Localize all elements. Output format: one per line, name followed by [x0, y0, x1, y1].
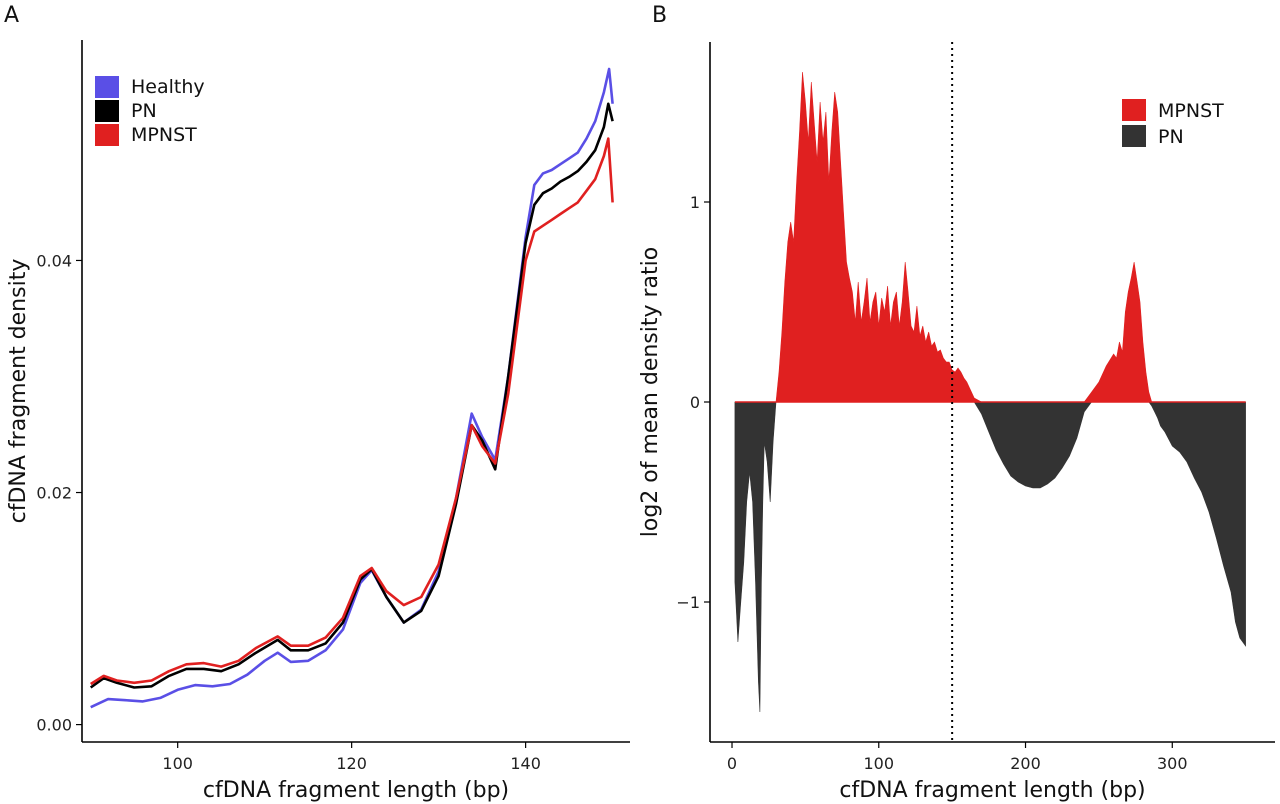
b-legend-swatch: [1122, 99, 1146, 121]
b-x-tick-label: 100: [863, 754, 894, 773]
a-y-tick-label: 0.02: [36, 484, 72, 503]
b-y-tick-label: −1: [676, 593, 700, 612]
a-x-tick-label: 120: [336, 754, 367, 773]
a-y-tick-label: 0.04: [36, 251, 72, 270]
b-negative-area: [734, 401, 1246, 713]
a-legend-swatch: [95, 76, 119, 98]
a-legend-label: MPNST: [131, 124, 197, 146]
panel-b-letter: B: [652, 3, 667, 28]
b-y-axis-title: log2 of mean density ratio: [638, 247, 663, 538]
a-x-tick-label: 100: [162, 754, 193, 773]
a-legend-label: Healthy: [131, 76, 205, 98]
a-legend-swatch: [95, 100, 119, 122]
a-y-axis-title: cfDNA fragment density: [6, 259, 31, 524]
chart-panel-b: 0 100 200 300 −1 0 1 cfDNA fragment length (bp)…: [638, 42, 1275, 803]
a-series-line-mpnst: [90, 137, 614, 686]
b-x-tick-label: 300: [1157, 754, 1188, 773]
a-series-line-healthy: [90, 67, 614, 709]
b-legend-label: MPNST: [1158, 100, 1224, 122]
chart-panel-a: 100 120 140 0.00 0.02 0.04 cfDNA fragment leng…: [6, 40, 630, 803]
a-x-axis-title: cfDNA fragment length (bp): [203, 778, 509, 803]
a-x-tick-label: 140: [510, 754, 541, 773]
a-series-line-pn: [89, 102, 614, 689]
b-legend-label: PN: [1158, 126, 1184, 148]
b-y-tick-label: 0: [690, 393, 700, 412]
b-y-tick-label: 1: [690, 193, 700, 212]
a-y-tick-label: 0.00: [36, 716, 72, 735]
a-legend-label: PN: [131, 100, 157, 122]
a-legend-swatch: [95, 124, 119, 146]
b-x-tick-label: 200: [1010, 754, 1041, 773]
b-positive-area: [734, 71, 1246, 403]
b-x-axis-title: cfDNA fragment length (bp): [839, 778, 1145, 803]
b-legend-swatch: [1122, 125, 1146, 147]
b-x-tick-label: 0: [727, 754, 737, 773]
panel-a-letter: A: [4, 3, 19, 28]
